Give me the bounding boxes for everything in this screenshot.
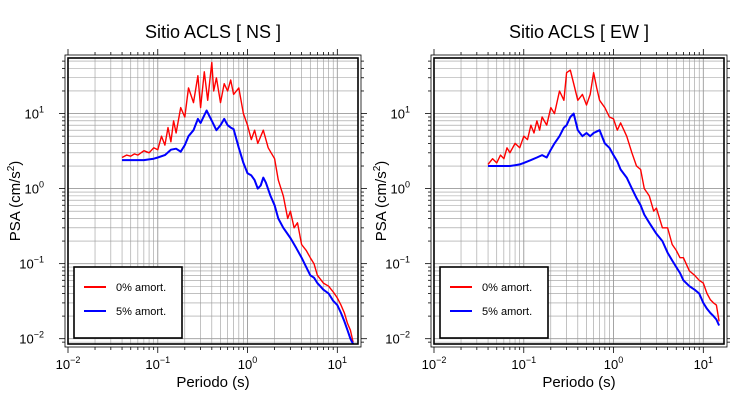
legend: 0% amort. 5% amort. — [73, 266, 183, 339]
series-line-amort-0 — [121, 61, 354, 343]
y-tick-label: 100 — [25, 180, 44, 197]
series-line-amort-0 — [487, 69, 720, 322]
y-tick-label: 10−1 — [385, 255, 410, 272]
legend-label: 5% amort. — [482, 306, 532, 318]
y-tick-label: 10−2 — [385, 330, 410, 347]
chart-panel-2: Sitio ACLS [ EW ] 10−2 10−1 100 101 10−2 10−1 1… — [372, 22, 730, 391]
x-tick-label: 101 — [328, 355, 347, 372]
legend: 0% amort. 5% amort. — [439, 266, 549, 339]
legend-label: 5% amort. — [116, 306, 166, 318]
tick-marks — [59, 49, 367, 353]
y-tick-label: 10−2 — [19, 330, 44, 347]
legend-label: 0% amort. — [482, 282, 532, 294]
x-tick-label: 101 — [694, 355, 713, 372]
y-tick-label: 101 — [391, 105, 410, 122]
legend-label: 0% amort. — [116, 282, 166, 294]
x-tick-label: 10−2 — [422, 355, 447, 372]
plot-frame-outer — [64, 54, 362, 348]
y-tick-label: 101 — [25, 105, 44, 122]
y-axis-label: PSA (cm/s2) — [372, 161, 390, 242]
x-axis-label: Periodo (s) — [542, 374, 615, 391]
x-tick-label: 100 — [604, 355, 623, 372]
series-line-amort-5 — [122, 109, 354, 345]
x-tick-label: 10−1 — [511, 355, 536, 372]
plot-frame — [67, 57, 359, 345]
tick-marks — [425, 49, 730, 353]
y-tick-label: 10−1 — [19, 255, 44, 272]
chart-panel-1: Sitio ACLS [ NS ] 10−2 10−1 100 101 10−2 10−1 1… — [6, 22, 367, 391]
chart-title: Sitio ACLS [ NS ] — [145, 22, 281, 42]
plot-frame-outer — [430, 54, 728, 348]
x-axis-label: Periodo (s) — [176, 374, 249, 391]
x-tick-label: 100 — [238, 355, 257, 372]
y-tick-label: 100 — [391, 180, 410, 197]
plot-frame — [433, 57, 725, 345]
legend-box — [73, 266, 183, 339]
x-tick-label: 10−1 — [145, 355, 170, 372]
y-axis-label: PSA (cm/s2) — [6, 161, 24, 242]
series-line-amort-5 — [488, 112, 721, 326]
legend-box — [439, 266, 549, 339]
chart-title: Sitio ACLS [ EW ] — [509, 22, 649, 42]
x-tick-label: 10−2 — [56, 355, 81, 372]
